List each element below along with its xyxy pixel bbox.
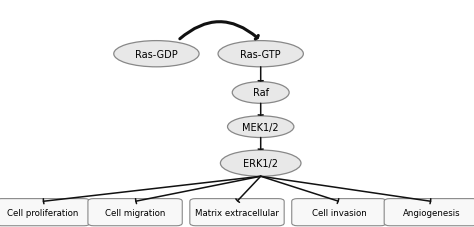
Ellipse shape xyxy=(232,82,289,104)
FancyBboxPatch shape xyxy=(190,199,284,226)
Text: Angiogenesis: Angiogenesis xyxy=(402,208,460,217)
FancyBboxPatch shape xyxy=(292,199,386,226)
Text: Ras-GDP: Ras-GDP xyxy=(135,49,178,59)
Text: Cell invasion: Cell invasion xyxy=(311,208,366,217)
Text: Matrix extracellular: Matrix extracellular xyxy=(195,208,279,217)
FancyBboxPatch shape xyxy=(0,199,90,226)
FancyBboxPatch shape xyxy=(88,199,182,226)
Ellipse shape xyxy=(114,41,199,68)
Text: Raf: Raf xyxy=(253,88,269,98)
Text: MEK1/2: MEK1/2 xyxy=(242,122,279,132)
Text: Ras-GTP: Ras-GTP xyxy=(240,49,281,59)
Ellipse shape xyxy=(218,41,303,68)
FancyArrowPatch shape xyxy=(180,22,258,40)
Ellipse shape xyxy=(220,150,301,177)
Ellipse shape xyxy=(228,116,294,138)
Text: Cell migration: Cell migration xyxy=(105,208,165,217)
Text: Cell proliferation: Cell proliferation xyxy=(7,208,78,217)
FancyBboxPatch shape xyxy=(384,199,474,226)
Text: ERK1/2: ERK1/2 xyxy=(243,158,278,168)
